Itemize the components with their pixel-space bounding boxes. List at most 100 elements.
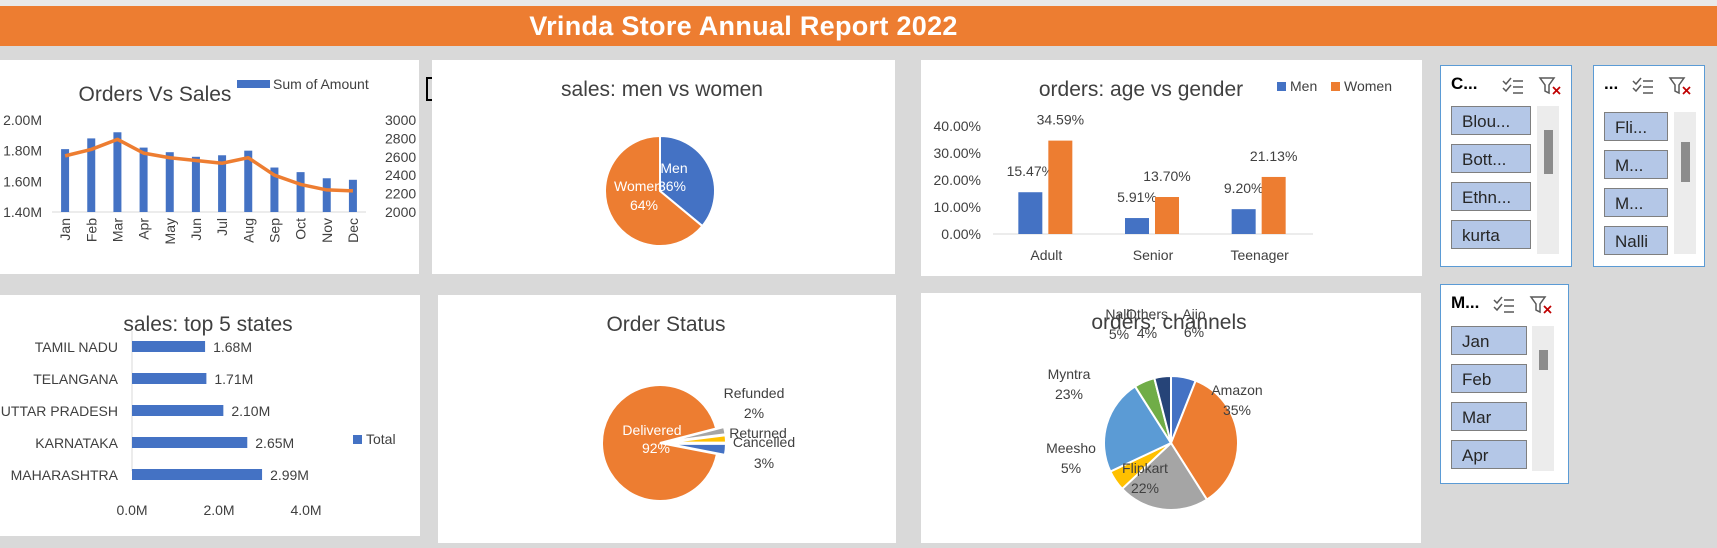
- legend-label: Total: [366, 431, 396, 447]
- slicer-item[interactable]: M...: [1604, 150, 1668, 179]
- slicer-item[interactable]: Mar: [1451, 402, 1527, 431]
- y-tick-label: 20.00%: [934, 172, 981, 188]
- y-left-tick-label: 2.00M: [3, 112, 42, 128]
- pie-slice: [1169, 379, 1239, 501]
- y-tick-label: 0.00%: [941, 226, 981, 242]
- slice-label: Myntra: [1048, 366, 1091, 382]
- slicer-item[interactable]: Fli...: [1604, 112, 1668, 141]
- x-tick-label: May: [162, 218, 178, 244]
- slice-label: Flipkart: [1122, 460, 1168, 476]
- y-left-tick-label: 1.60M: [3, 173, 42, 189]
- pie-slice: [604, 134, 704, 247]
- legend-label-women: Women: [1344, 78, 1392, 94]
- slicer-item[interactable]: Blou...: [1451, 106, 1531, 135]
- slice-pct: 35%: [1223, 402, 1251, 418]
- data-label: 21.13%: [1250, 148, 1297, 164]
- slicer-scrollbar[interactable]: [1537, 106, 1559, 254]
- chart-title: Order Status: [606, 313, 725, 336]
- slice-label: Returned: [729, 425, 787, 441]
- pie-slice: [667, 425, 727, 443]
- slicer-item[interactable]: Bott...: [1451, 144, 1531, 173]
- bar: [218, 155, 227, 212]
- data-label: 5.91%: [1117, 189, 1157, 205]
- orders-age-vs-gender-chart: orders: age vs gender Men Women 0.00% 10.…: [934, 78, 1392, 263]
- slice-pct: 3%: [754, 455, 774, 471]
- slice-label: Delivered: [622, 422, 681, 438]
- y-tick-label: TAMIL NADU: [35, 339, 118, 355]
- chart-title: orders: age vs gender: [1039, 78, 1243, 101]
- y-right-tick-label: 2400: [385, 167, 416, 183]
- data-label: 1.68M: [213, 339, 252, 355]
- scroll-thumb[interactable]: [1681, 142, 1690, 182]
- data-label: 9.20%: [1224, 180, 1264, 196]
- slice-pct: 6%: [1184, 324, 1204, 340]
- slicer-item[interactable]: Nalli: [1604, 226, 1668, 255]
- slicer-item[interactable]: M...: [1604, 188, 1668, 217]
- bar: [61, 149, 70, 212]
- clear-filter-icon[interactable]: [1538, 76, 1562, 96]
- channel-slicer[interactable]: ... Fli... M... M... Nalli: [1593, 65, 1705, 267]
- bar: [132, 373, 207, 384]
- sales-top-5-states-panel[interactable]: sales: top 5 states Total TAMIL NADU 1.68…: [0, 295, 420, 536]
- data-label: 2.10M: [231, 403, 270, 419]
- bar-men: [1018, 192, 1043, 234]
- pie-slice: [659, 134, 716, 228]
- orders-vs-sales-panel[interactable]: Orders Vs Sales Sum of Amount 1.40M 1.60M…: [0, 60, 419, 274]
- pie-slice: [1120, 441, 1209, 511]
- legend-swatch: [237, 80, 270, 88]
- x-tick-label: Feb: [83, 218, 99, 242]
- sales-men-vs-women-panel[interactable]: sales: men vs women Men 36% Women 64%: [432, 60, 895, 274]
- bar: [87, 138, 96, 212]
- scroll-thumb[interactable]: [1544, 130, 1553, 174]
- slice-pct: 64%: [630, 197, 658, 213]
- y-right-tick-label: 2000: [385, 204, 416, 220]
- y-tick-label: 40.00%: [934, 118, 981, 134]
- pie-slice: [601, 384, 719, 502]
- slicer-item[interactable]: Apr: [1451, 440, 1527, 469]
- report-title: Vrinda Store Annual Report 2022: [529, 11, 958, 41]
- multi-select-icon[interactable]: [1501, 76, 1525, 96]
- x-tick-label: Senior: [1133, 247, 1174, 263]
- pie-slice: [667, 434, 727, 444]
- chart-title: sales: top 5 states: [123, 313, 292, 336]
- y-tick-label: TELANGANA: [33, 371, 118, 387]
- selection-bracket: [426, 77, 433, 101]
- slicer-item[interactable]: kurta: [1451, 220, 1531, 249]
- slicer-item[interactable]: Jan: [1451, 326, 1527, 355]
- sales-men-vs-women-chart: sales: men vs women Men 36%Women 64%: [561, 78, 763, 247]
- order-status-panel[interactable]: Order Status Delivered 92% Refunded 2% Retur…: [438, 295, 896, 543]
- slicer-item[interactable]: Feb: [1451, 364, 1527, 393]
- clear-filter-icon[interactable]: [1668, 76, 1692, 96]
- chart-title: orders: channels: [1091, 311, 1246, 334]
- bar: [132, 469, 263, 480]
- slicer-item[interactable]: Ethn...: [1451, 182, 1531, 211]
- bar: [113, 132, 122, 212]
- scroll-thumb[interactable]: [1539, 350, 1548, 370]
- month-slicer[interactable]: M... Jan Feb Mar Apr: [1440, 284, 1569, 484]
- slicer-title: ...: [1604, 74, 1619, 93]
- x-tick-label: Mar: [109, 218, 125, 242]
- bar-men: [1231, 209, 1256, 234]
- orders-age-vs-gender-panel[interactable]: orders: age vs gender Men Women 0.00% 10.…: [921, 60, 1422, 276]
- chart-title: Orders Vs Sales: [79, 83, 232, 106]
- bar: [322, 178, 331, 212]
- slice-label: Nalli: [1105, 306, 1132, 322]
- clear-filter-icon[interactable]: [1529, 295, 1553, 315]
- report-banner: Vrinda Store Annual Report 2022: [0, 6, 1717, 46]
- slicer-scrollbar[interactable]: [1674, 112, 1696, 254]
- x-tick-label: 2.0M: [203, 502, 234, 518]
- y-left-tick-label: 1.80M: [3, 143, 42, 159]
- x-tick-label: Teenager: [1230, 247, 1289, 263]
- sales-top-5-states-chart: sales: top 5 states Total TAMIL NADU 1.68…: [1, 313, 396, 518]
- slice-pct: 5%: [1061, 460, 1081, 476]
- slicer-scrollbar[interactable]: [1532, 326, 1554, 471]
- multi-select-icon[interactable]: [1631, 76, 1655, 96]
- slice-pct: 92%: [642, 440, 670, 456]
- legend-label: Sum of Amount: [273, 76, 369, 92]
- category-slicer[interactable]: C... Blou... Bott... Ethn... kurta: [1440, 65, 1572, 267]
- multi-select-icon[interactable]: [1492, 295, 1516, 315]
- data-label: 2.99M: [270, 467, 309, 483]
- slice-label: Others: [1126, 306, 1168, 322]
- x-tick-label: 0.0M: [116, 502, 147, 518]
- orders-channels-panel[interactable]: orders: channels Ajio 6% Amazon 35% Flipkart…: [921, 293, 1421, 543]
